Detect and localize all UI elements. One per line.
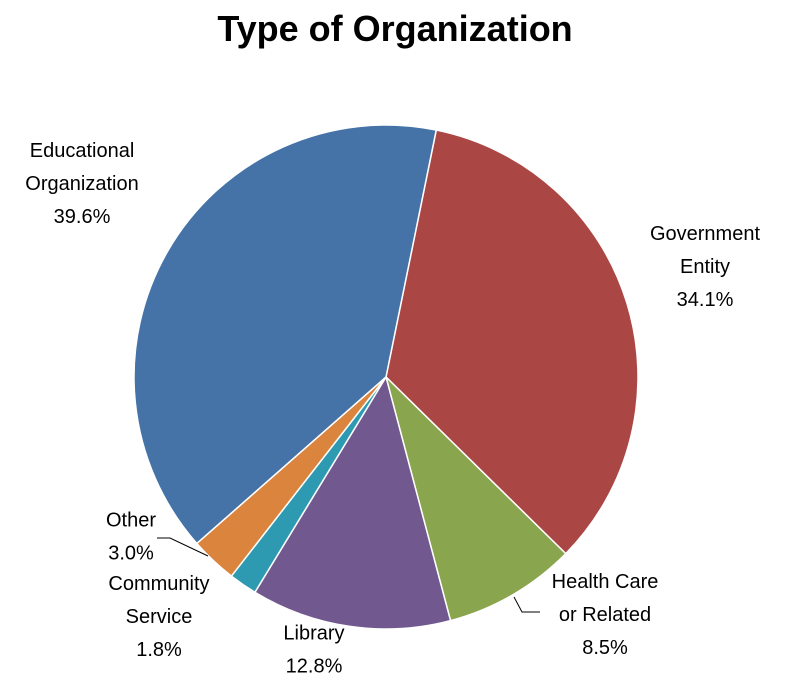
data-label-value: 34.1% xyxy=(677,289,734,311)
data-label-category: Other xyxy=(106,510,156,532)
data-label-category: Educational xyxy=(30,140,135,162)
chart-title: Type of Organization xyxy=(217,8,573,49)
data-label-category: Government xyxy=(650,223,760,245)
data-label-educational-organization: Educational Organization 39.6% xyxy=(25,140,138,228)
data-label-category: Library xyxy=(283,623,344,645)
data-label-community-service: Community Service 1.8% xyxy=(108,573,209,661)
data-label-category: or Related xyxy=(559,604,651,626)
pie-slice-educational-organization xyxy=(133,124,437,545)
leader-lines xyxy=(157,537,540,613)
data-label-value: 8.5% xyxy=(582,637,628,659)
data-label-value: 39.6% xyxy=(54,206,111,228)
pie-slices xyxy=(133,124,639,630)
leader-line-health-care-or-related xyxy=(513,596,540,613)
data-label-other: Other 3.0% xyxy=(106,510,156,565)
data-label-category: Service xyxy=(126,606,193,628)
pie-slice-health-care-or-related xyxy=(385,376,567,622)
data-label-value: 1.8% xyxy=(136,639,182,661)
data-label-government-entity: Government Entity 34.1% xyxy=(650,223,760,311)
data-label-category: Entity xyxy=(680,256,730,278)
pie-slice-library xyxy=(254,376,452,630)
data-label-category: Health Care xyxy=(552,571,659,593)
data-label-value: 3.0% xyxy=(108,543,154,565)
pie-slice-government-entity xyxy=(385,129,639,555)
data-label-health-care-or-related: Health Care or Related 8.5% xyxy=(552,571,659,659)
leader-line-other xyxy=(157,537,209,557)
data-label-library: Library 12.8% xyxy=(283,623,344,678)
data-label-category: Organization xyxy=(25,173,138,195)
data-label-value: 12.8% xyxy=(286,656,343,678)
data-label-category: Community xyxy=(108,573,209,595)
data-labels: Government Entity 34.1% Health Care or Relat… xyxy=(25,140,760,678)
